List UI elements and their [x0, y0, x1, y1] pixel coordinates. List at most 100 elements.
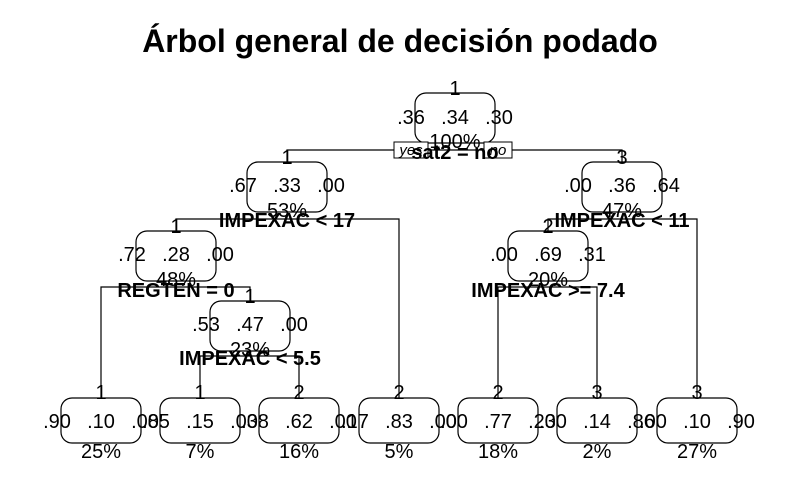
edge-n5-l6: [548, 286, 598, 398]
node-box-n3: [581, 161, 663, 213]
node-pct-n3: 47%: [602, 200, 642, 222]
node-prob-n5-b: .69: [534, 244, 562, 266]
leaf-prob-l1-b: .10: [87, 411, 115, 433]
leaf-prob-l5-b: .77: [484, 411, 512, 433]
split-label-n4: REGTEN = 0: [117, 280, 234, 302]
leaf-pct-l1: 25%: [81, 441, 121, 463]
node-box-n1: [414, 92, 496, 144]
node-prob-n3-a: .00: [564, 175, 592, 197]
node-pct-n1: 100%: [429, 131, 480, 153]
node-prob-n5-c: .31: [578, 244, 606, 266]
edge-n2-l4: [287, 218, 400, 398]
leaf-prob-l1-a: .90: [43, 411, 71, 433]
no-tag: no: [490, 142, 507, 159]
leaf-prob-l3-a: .38: [241, 411, 269, 433]
split-labels: sat2 = no IMPEXAC < 17 IMPEXAC < 11 REGT…: [117, 142, 689, 370]
leaf-prob-l6-a: .00: [539, 411, 567, 433]
leaf-prob-l4-c: .00: [429, 411, 457, 433]
leaf-class-l4: 2: [393, 382, 404, 404]
node-prob-n5-a: .00: [490, 244, 518, 266]
leaf-prob-l3-b: .62: [285, 411, 313, 433]
node-class-n1: 1: [449, 78, 460, 100]
node-box-l2: [159, 397, 241, 444]
edge-n2-n4: [175, 218, 287, 231]
no-tag-box: [483, 141, 513, 159]
leaf-pct-l6: 2%: [583, 441, 612, 463]
leaf-prob-l6-c: .86: [627, 411, 655, 433]
node-box-l3: [258, 397, 340, 444]
node-prob-n1-a: .36: [397, 107, 425, 129]
leaf-prob-l1-c: .00: [131, 411, 159, 433]
leaf-class-l3: 2: [293, 382, 304, 404]
node-pct-n6: 23%: [230, 339, 270, 361]
node-labels: 1 .36 .34 .30 100% 1 .67 .33 .00 53% 3 .…: [43, 78, 755, 463]
leaf-prob-l5-c: .23: [528, 411, 556, 433]
node-prob-n6-a: .53: [192, 314, 220, 336]
yes-no-tags: yes no: [393, 141, 513, 159]
node-box-l7: [656, 397, 738, 444]
edge-n3-l7: [622, 218, 698, 398]
node-class-n3: 3: [616, 147, 627, 169]
edge-n4-n6: [176, 286, 251, 301]
split-label-n6: IMPEXAC < 5.5: [179, 348, 321, 370]
node-prob-n3-b: .36: [608, 175, 636, 197]
node-prob-n2-c: .00: [317, 175, 345, 197]
edge-n4-l1: [100, 286, 176, 398]
edge-n6-l2: [199, 355, 250, 398]
node-prob-n3-c: .64: [652, 175, 680, 197]
node-box-l4: [358, 397, 440, 444]
node-class-n4: 1: [170, 216, 181, 238]
leaf-pct-l5: 18%: [478, 441, 518, 463]
node-prob-n6-c: .00: [280, 314, 308, 336]
node-prob-n1-b: .34: [441, 107, 469, 129]
node-box-n6: [209, 300, 291, 352]
leaf-prob-l4-b: .83: [385, 411, 413, 433]
node-pct-n2: 53%: [267, 200, 307, 222]
leaf-prob-l5-a: .00: [440, 411, 468, 433]
node-box-l5: [457, 397, 539, 444]
tree-nodes: [60, 92, 738, 444]
leaf-pct-l4: 5%: [385, 441, 414, 463]
split-label-n5: IMPEXAC >= 7.4: [471, 280, 625, 302]
node-prob-n6-b: .47: [236, 314, 264, 336]
edge-n3-n5: [547, 218, 622, 231]
yes-tag-box: [393, 141, 429, 159]
leaf-class-l6: 3: [591, 382, 602, 404]
leaf-prob-l2-a: .85: [142, 411, 170, 433]
node-prob-n2-b: .33: [273, 175, 301, 197]
leaf-pct-l3: 16%: [279, 441, 319, 463]
node-box-n5: [507, 230, 589, 282]
split-label-n3: IMPEXAC < 11: [554, 210, 689, 232]
leaf-prob-l4-a: .17: [341, 411, 369, 433]
edge-n6-l3: [250, 355, 300, 398]
node-prob-n1-c: .30: [485, 107, 513, 129]
split-label-n1: sat2 = no: [411, 142, 498, 164]
node-prob-n4-a: .72: [118, 244, 146, 266]
leaf-prob-l3-c: .00: [329, 411, 357, 433]
node-prob-n4-b: .28: [162, 244, 190, 266]
node-box-n4: [135, 230, 217, 282]
node-prob-n4-c: .00: [206, 244, 234, 266]
yes-tag: yes: [398, 142, 423, 159]
node-box-l6: [556, 397, 638, 444]
leaf-pct-l2: 7%: [186, 441, 215, 463]
leaf-prob-l7-a: .00: [639, 411, 667, 433]
node-pct-n4: 48%: [156, 269, 196, 291]
diagram-title: Árbol general de decisión podado: [142, 23, 658, 59]
leaf-class-l5: 2: [492, 382, 503, 404]
leaf-class-l1: 1: [95, 382, 106, 404]
node-class-n6: 1: [244, 286, 255, 308]
edge-n5-l5: [497, 286, 548, 398]
node-class-n2: 1: [281, 147, 292, 169]
node-class-n5: 2: [542, 216, 553, 238]
node-pct-n5: 20%: [528, 269, 568, 291]
node-box-l1: [60, 397, 142, 444]
leaf-prob-l7-c: .90: [727, 411, 755, 433]
split-label-n2: IMPEXAC < 17: [219, 210, 355, 232]
leaf-prob-l2-c: .00: [230, 411, 258, 433]
leaf-prob-l2-b: .15: [186, 411, 214, 433]
leaf-prob-l6-b: .14: [583, 411, 611, 433]
node-box-n2: [246, 161, 328, 213]
leaf-pct-l7: 27%: [677, 441, 717, 463]
